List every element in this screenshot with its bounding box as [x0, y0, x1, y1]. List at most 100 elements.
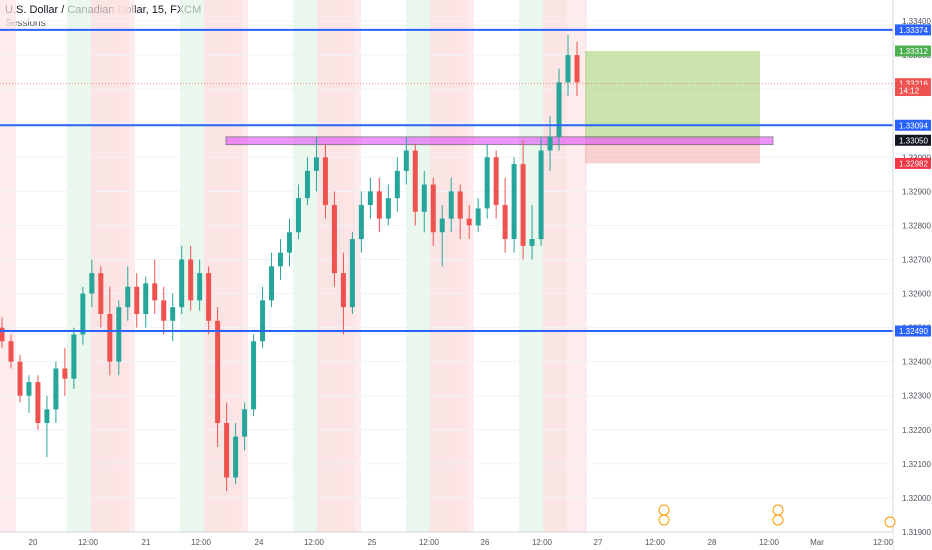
candle-body	[403, 150, 409, 171]
price-tag[interactable]: 1.33050	[899, 136, 928, 145]
price-tag[interactable]: 14:12	[899, 87, 920, 96]
session-bands	[0, 0, 587, 532]
horizontal-levels[interactable]	[0, 28, 893, 333]
price-tick-label: 1.32200	[902, 426, 931, 435]
time-tick-label: 27	[594, 538, 603, 547]
price-tick-label: 1.33000	[902, 153, 931, 162]
price-tick-label: 1.31900	[902, 528, 931, 537]
level-price-tag-bg	[895, 325, 931, 337]
candle-body	[26, 382, 32, 396]
candle-body	[44, 409, 50, 423]
time-tick-label: Mar	[810, 538, 824, 547]
level-price-tag[interactable]: 1.33094	[899, 121, 928, 130]
candle-body	[260, 300, 266, 342]
candle-body	[466, 218, 472, 226]
candle-body	[242, 409, 248, 437]
session-band	[67, 0, 91, 532]
candle-body	[179, 259, 185, 308]
price-axis[interactable]: 1.334001.333001.332001.331001.330001.329…	[892, 0, 932, 550]
candle-body	[80, 293, 86, 335]
candle-body	[125, 286, 131, 308]
candle-body	[206, 273, 212, 321]
economic-event-icon[interactable]	[772, 514, 784, 526]
economic-event-icon[interactable]	[772, 504, 784, 516]
profit-target-zone[interactable]	[585, 51, 760, 141]
session-band	[91, 0, 115, 532]
price-tick-label: 1.32900	[902, 187, 931, 196]
resistance-zone[interactable]	[225, 136, 774, 146]
time-tick-label: 12:00	[78, 538, 99, 547]
candle-body	[331, 204, 337, 274]
candle-body	[143, 283, 149, 314]
time-tick-label: 12:00	[532, 538, 553, 547]
candle-body	[349, 239, 355, 308]
economic-event-icon[interactable]	[884, 516, 896, 528]
time-tick-label: 12:00	[645, 538, 666, 547]
price-tag-bg	[895, 134, 931, 146]
candle-body	[287, 232, 292, 253]
candle-body	[251, 341, 257, 410]
level-price-tag[interactable]: 1.33374	[899, 26, 928, 35]
price-tag-bg	[895, 78, 931, 90]
time-tick-label: 12:00	[873, 538, 894, 547]
price-tag-bg	[895, 45, 931, 57]
candle-body	[358, 204, 364, 240]
candle-body	[8, 341, 14, 362]
candle-body	[322, 157, 328, 205]
price-tick-label: 1.32700	[902, 255, 931, 264]
candle-body	[430, 184, 436, 233]
economic-events[interactable]	[658, 504, 896, 528]
candle-body	[269, 266, 275, 301]
price-tick-label: 1.32100	[902, 460, 931, 469]
time-tick-label: 20	[29, 538, 38, 547]
time-tick-label: 26	[481, 538, 490, 547]
session-band	[293, 0, 317, 532]
economic-event-icon[interactable]	[658, 504, 670, 516]
candle-body	[134, 286, 140, 314]
candle-body	[538, 150, 544, 240]
candle-body	[304, 170, 310, 199]
candle-body	[188, 259, 194, 301]
candle-body	[511, 164, 517, 240]
price-tick-label: 1.32800	[902, 221, 931, 230]
candle-body	[0, 327, 5, 342]
session-band	[543, 0, 567, 532]
candle-body	[493, 157, 499, 205]
time-tick-label: 21	[142, 538, 151, 547]
candle-body	[62, 368, 68, 379]
long-position-tool[interactable]	[585, 51, 760, 164]
candle-body	[107, 313, 113, 362]
candle-body	[475, 208, 481, 226]
price-tick-label: 1.32300	[902, 392, 931, 401]
time-tick-label: 28	[708, 538, 717, 547]
stop-loss-zone[interactable]	[585, 140, 760, 164]
sessions-indicator-label[interactable]: Sessions	[5, 18, 46, 29]
candle-body	[89, 273, 95, 294]
candle-body	[565, 55, 571, 83]
time-tick-label: 12:00	[191, 538, 212, 547]
economic-event-icon[interactable]	[658, 514, 670, 526]
time-tick-label: 12:00	[759, 538, 780, 547]
price-tag[interactable]: 1.33312	[899, 47, 928, 56]
candle-body	[98, 273, 104, 314]
session-band	[519, 0, 543, 532]
session-band	[113, 0, 129, 532]
price-tag[interactable]: 1.32982	[899, 159, 928, 168]
candle-body	[170, 307, 176, 321]
candle-body	[385, 198, 391, 219]
candle-body	[529, 239, 535, 246]
session-band	[452, 0, 468, 532]
candle-body	[574, 55, 580, 83]
resistance-zone-rect[interactable]	[225, 136, 774, 146]
price-tick-label: 1.33400	[902, 17, 931, 26]
candle-body	[224, 422, 230, 478]
price-tag[interactable]: 1.33216	[899, 80, 928, 89]
candle-body	[439, 218, 445, 233]
time-tick-label: 25	[368, 538, 377, 547]
candle-body	[367, 191, 373, 205]
candle-body	[376, 191, 382, 219]
time-axis[interactable]: 20 12:00 21 12:00 24 12:00 25 12:00 26 12:00 27 12:…	[0, 531, 894, 550]
level-price-tag[interactable]: 1.32490	[899, 327, 928, 336]
candle-body	[313, 157, 319, 171]
